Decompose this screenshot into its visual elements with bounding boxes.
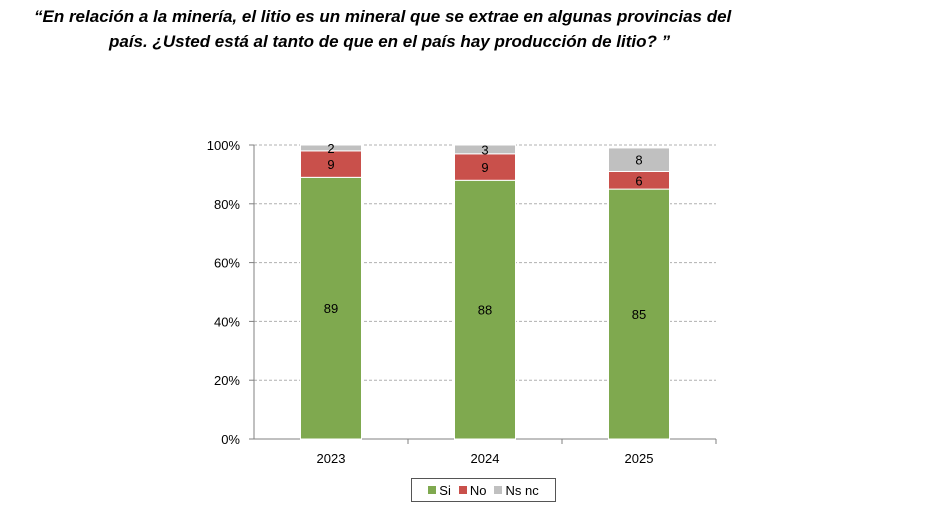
bar-segment-no [454, 153, 516, 181]
data-label: 85 [632, 307, 646, 322]
bar-segment-si [300, 176, 362, 440]
y-tick-label: 60% [214, 256, 240, 271]
bar-segment-si [454, 179, 516, 440]
legend-label-no: No [469, 482, 487, 498]
bar-segment-nsnc [300, 144, 362, 152]
legend-swatch-nsnc [494, 486, 503, 494]
legend-item-si: Si [428, 483, 451, 498]
y-tick-label: 20% [214, 373, 240, 388]
bar-segment-si [608, 188, 670, 440]
y-tick-label: 40% [214, 314, 240, 329]
data-label: 88 [478, 303, 492, 318]
legend-swatch-no [458, 486, 467, 494]
x-tick-label: 2023 [317, 451, 346, 466]
data-label: 8 [635, 153, 642, 168]
x-tick-label: 2025 [625, 451, 654, 466]
legend-item-nsnc: Ns nc [494, 482, 539, 498]
title-line-2: país. ¿Usted está al tanto de que en el … [109, 32, 671, 51]
data-label: 89 [324, 301, 338, 316]
data-label: 3 [481, 142, 488, 157]
legend-swatch-si [428, 486, 437, 494]
data-label: 9 [481, 160, 488, 175]
bar-segment-nsnc [608, 147, 670, 172]
y-tick-label: 100% [207, 138, 241, 153]
legend-label-si: Si [439, 482, 451, 498]
data-label: 6 [635, 173, 642, 188]
legend-item-no: No [458, 482, 487, 498]
title-line-1: “En relación a la minería, el litio es u… [34, 7, 732, 26]
bar-segment-nsnc [454, 144, 516, 155]
chart-legend: Si No Ns nc [411, 478, 556, 502]
x-tick-label: 2024 [471, 451, 500, 466]
y-tick-label: 0% [221, 432, 240, 447]
data-label: 2 [327, 141, 334, 156]
bar-segment-no [300, 150, 362, 178]
legend-label-nsnc: Ns nc [505, 482, 539, 498]
data-label: 9 [327, 157, 334, 172]
y-tick-label: 80% [214, 197, 240, 212]
